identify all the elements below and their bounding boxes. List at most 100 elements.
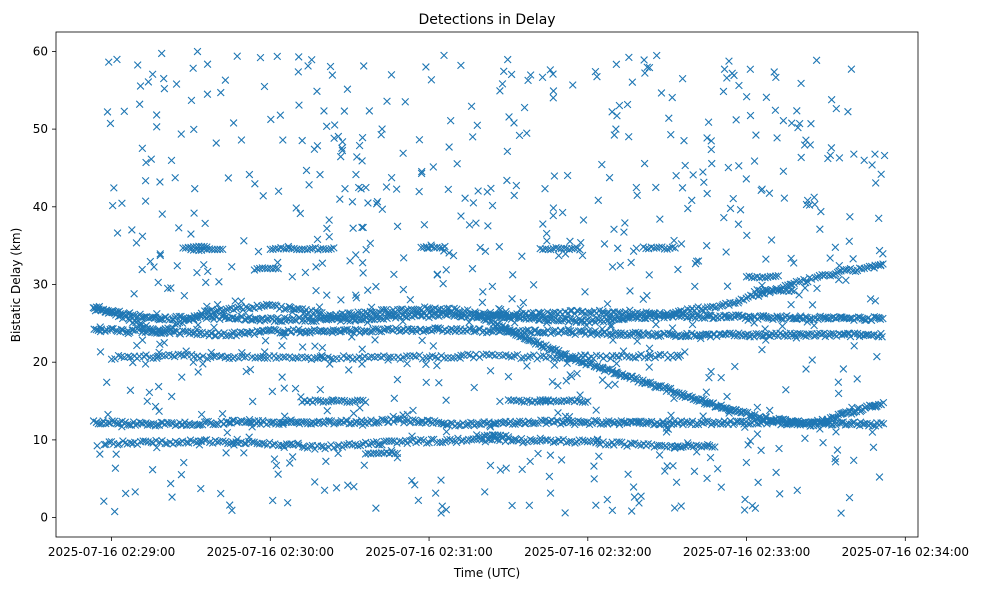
data-point-track-2 (375, 327, 384, 336)
data-point-noise (177, 470, 186, 479)
data-point-noise (242, 367, 251, 376)
data-point-noise (568, 81, 577, 89)
data-point-track-2 (540, 328, 548, 336)
data-point-noise (442, 396, 450, 405)
data-point-noise (813, 284, 821, 293)
data-point-low-track-1 (353, 418, 361, 426)
data-point-low-track-2 (364, 440, 373, 449)
data-point-diagonal-track (539, 342, 547, 350)
data-point-noise (260, 348, 269, 356)
data-point-noise (875, 473, 884, 481)
data-point-track-2 (489, 328, 497, 336)
data-point-track-2 (525, 328, 534, 337)
data-point-noise (433, 270, 442, 279)
data-point-noise (246, 365, 255, 374)
data-point-segment (774, 271, 783, 280)
data-point-noise (758, 281, 766, 290)
data-point-noise (499, 67, 508, 76)
data-point-segment (327, 245, 335, 253)
data-point-low-track-1 (817, 418, 826, 427)
data-point-mid-segments (243, 351, 252, 360)
data-point-segment (533, 398, 542, 406)
data-point-mid-segments (301, 353, 310, 362)
data-point-noise (297, 393, 305, 401)
data-point-noise (519, 298, 528, 307)
data-point-noise (562, 377, 571, 385)
data-point-noise (633, 337, 642, 345)
data-point-noise (787, 300, 795, 309)
data-point-low-track-2 (287, 440, 295, 448)
data-point-low-track-2 (298, 442, 307, 451)
data-point-noise (670, 394, 678, 403)
data-point-noise (118, 199, 126, 208)
data-point-noise (234, 439, 242, 448)
data-point-low-track-2 (113, 440, 122, 449)
data-point-rising-track (659, 311, 667, 319)
data-point-noise (328, 396, 337, 404)
data-point-noise (160, 84, 169, 93)
data-point-noise (453, 159, 461, 168)
data-point-noise (789, 259, 798, 267)
data-point-noise (541, 184, 549, 193)
data-point-noise (190, 184, 199, 193)
data-point-noise (669, 461, 677, 470)
data-point-noise (364, 199, 372, 207)
data-point-noise (196, 437, 205, 445)
data-point-noise (102, 378, 111, 387)
data-point-noise (121, 489, 130, 498)
data-point-segment (692, 441, 701, 450)
data-point-segment (663, 245, 671, 253)
data-point-low-track-2 (630, 439, 639, 447)
data-point-noise (535, 309, 544, 318)
data-point-noise (302, 166, 311, 175)
data-point-diagonal-track (725, 407, 734, 415)
data-point-segment (271, 264, 280, 273)
data-point-noise (488, 201, 497, 210)
data-point-noise (868, 428, 877, 436)
data-point-noise (561, 509, 569, 517)
data-point-noise (386, 310, 394, 319)
data-point-noise (502, 464, 511, 472)
data-point-low-track-2 (141, 437, 150, 446)
data-point-noise (156, 340, 164, 349)
data-point-noise (802, 365, 810, 373)
data-point-noise (661, 467, 669, 475)
data-point-noise (793, 486, 802, 495)
data-point-noise (296, 329, 304, 337)
data-point-track-2 (850, 329, 859, 338)
data-point-noise (166, 479, 175, 488)
data-point-mid-segments (464, 350, 472, 359)
data-point-noise (138, 232, 147, 241)
data-point-noise (118, 422, 126, 431)
data-point-noise (533, 329, 541, 337)
data-point-noise (167, 156, 176, 165)
data-point-track-2 (117, 325, 126, 334)
data-point-segment (523, 396, 531, 405)
data-point-noise (93, 442, 101, 450)
data-point-mid-segments (142, 351, 150, 359)
data-point-noise (132, 239, 141, 247)
data-point-noise (373, 197, 382, 206)
data-point-diagonal-track (596, 363, 604, 372)
data-point-noise (871, 179, 880, 187)
data-point-track-2 (635, 331, 643, 340)
data-point-noise (518, 465, 526, 474)
data-point-noise (154, 278, 163, 287)
data-point-noise (845, 493, 854, 502)
data-point-mid-segments (343, 353, 351, 362)
chart-title: Detections in Delay (418, 12, 555, 28)
data-point-noise (259, 192, 268, 200)
data-point-low-track-1 (497, 418, 505, 427)
data-point-low-track-2 (155, 438, 164, 446)
data-point-track-2 (210, 331, 219, 340)
data-point-noise (316, 170, 324, 179)
data-point-noise (534, 449, 542, 458)
data-point-noise (174, 224, 183, 232)
data-point-noise (172, 80, 181, 88)
data-point-noise (320, 486, 329, 495)
data-point-noise (633, 191, 642, 200)
data-point-noise (831, 458, 840, 466)
data-point-noise (611, 380, 619, 389)
data-point-noise (561, 412, 570, 421)
